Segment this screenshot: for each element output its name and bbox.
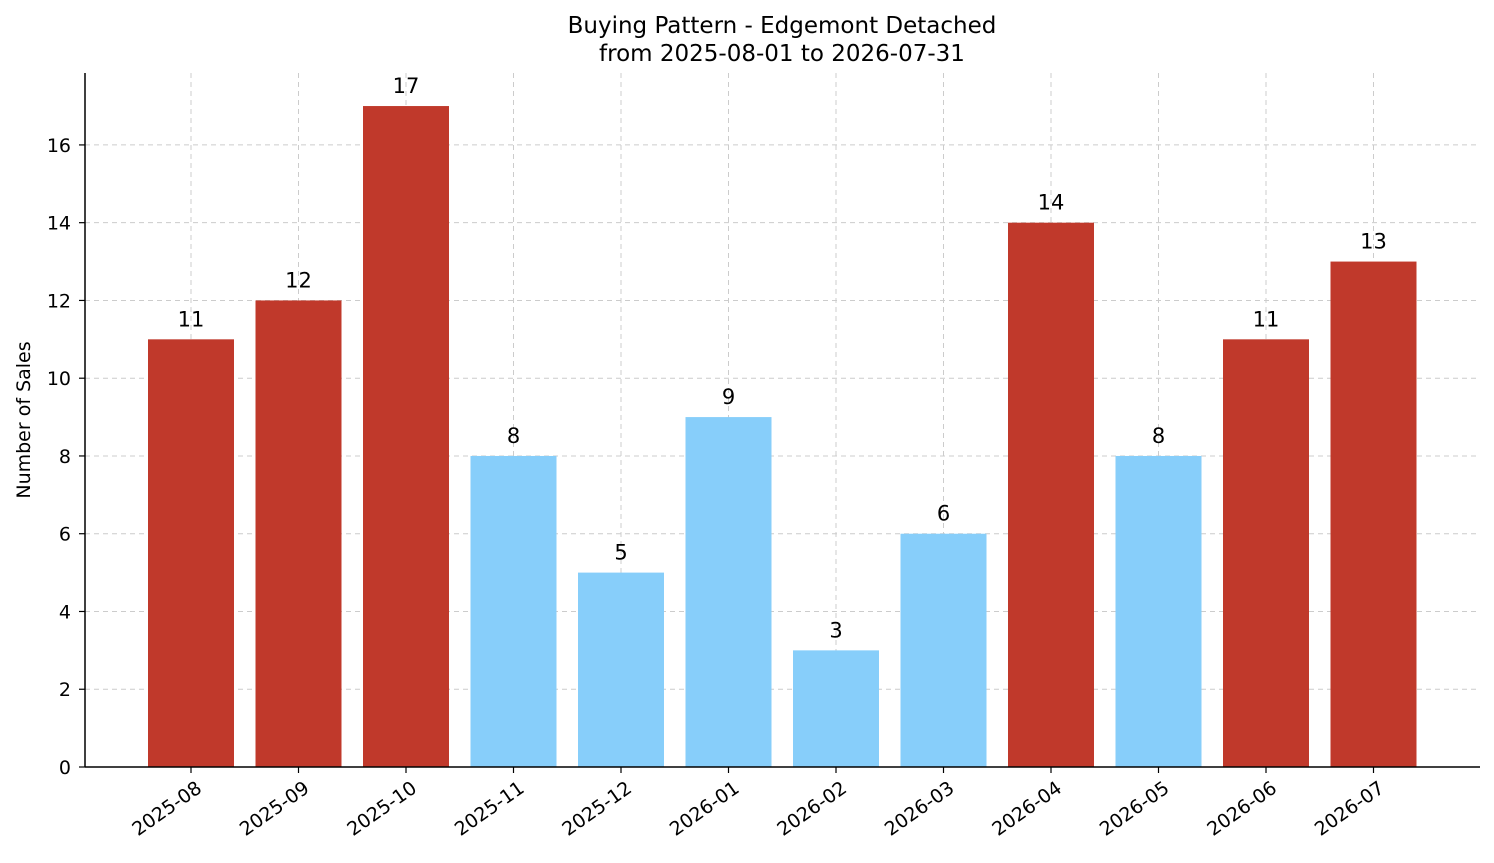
bar-2026-04 — [1008, 222, 1094, 767]
chart-title: Buying Pattern - Edgemont Detached — [568, 13, 997, 39]
bar-value-label: 12 — [285, 268, 312, 292]
ticks-layer — [79, 144, 1375, 773]
bars-layer — [148, 106, 1417, 768]
bar-2026-03 — [900, 533, 987, 767]
bar-2025-08 — [148, 339, 234, 767]
bar-2026-07 — [1330, 261, 1417, 767]
x-tick-label: 2026-06 — [1203, 777, 1281, 841]
bar-2026-06 — [1223, 339, 1309, 767]
bar-2025-10 — [363, 106, 449, 768]
y-tick-label: 8 — [59, 446, 71, 468]
bar-2026-05 — [1115, 455, 1202, 767]
x-tick-label: 2026-02 — [773, 777, 851, 841]
y-tick-label: 12 — [47, 290, 71, 312]
bar-value-label: 5 — [614, 541, 627, 565]
x-tick-label: 2025-09 — [236, 777, 314, 841]
y-axis-label: Number of Sales — [13, 341, 35, 498]
x-tick-label: 2026-01 — [666, 777, 744, 841]
y-tick-label: 16 — [47, 135, 71, 157]
y-tick-label: 4 — [59, 601, 71, 623]
bar-value-label: 8 — [507, 424, 520, 448]
axes-layer — [84, 73, 1480, 768]
x-tick-label: 2026-04 — [988, 777, 1066, 841]
bar-value-label: 3 — [829, 618, 842, 642]
bar-value-label: 17 — [393, 74, 420, 98]
x-tick-label: 2025-12 — [558, 777, 636, 841]
bar-2026-02 — [793, 650, 879, 767]
bar-2025-11 — [470, 455, 557, 767]
bar-value-label: 11 — [1253, 307, 1280, 331]
x-tick-label: 2025-11 — [451, 777, 529, 841]
y-tick-label: 0 — [59, 757, 71, 779]
bar-value-label: 13 — [1360, 230, 1387, 254]
y-tick-label: 14 — [47, 213, 71, 235]
y-tick-label: 10 — [47, 368, 71, 390]
x-tick-label: 2025-08 — [128, 777, 206, 841]
x-tick-label: 2026-05 — [1096, 777, 1174, 841]
bar-value-label: 9 — [722, 385, 735, 409]
chart-subtitle: from 2025-08-01 to 2026-07-31 — [599, 41, 965, 67]
x-tick-label: 2026-07 — [1311, 777, 1389, 841]
bar-2025-09 — [255, 300, 342, 767]
bar-2025-12 — [578, 572, 664, 767]
bar-value-label: 14 — [1038, 191, 1065, 215]
bar-value-label: 11 — [178, 307, 205, 331]
x-tick-label: 2025-10 — [343, 777, 421, 841]
bar-2026-01 — [685, 417, 772, 767]
x-tick-label: 2026-03 — [881, 777, 959, 841]
bar-value-label: 8 — [1152, 424, 1165, 448]
y-tick-label: 6 — [59, 524, 71, 546]
bar-value-label: 6 — [937, 502, 950, 526]
y-tick-label: 2 — [59, 679, 71, 701]
